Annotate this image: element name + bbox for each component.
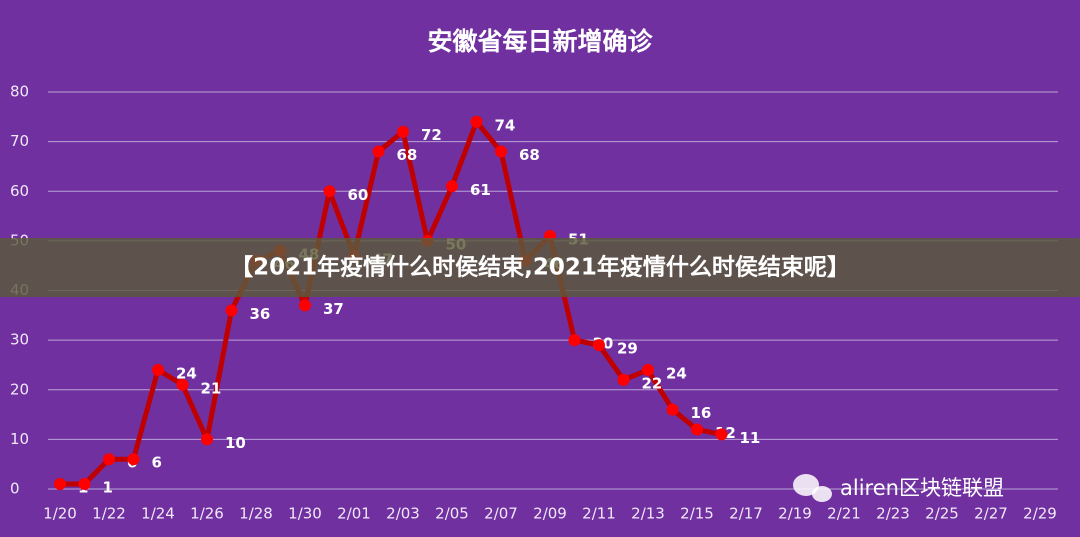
x-tick-label: 2/07 (484, 505, 518, 523)
point (103, 453, 115, 466)
point (54, 478, 66, 491)
point (323, 185, 336, 198)
x-tick-label: 1/30 (288, 505, 322, 523)
point (176, 378, 189, 391)
banner: 【2021年疫情什么时侯结束,2021年疫情什么时侯结束呢】 (230, 254, 850, 281)
data-label: 10 (225, 434, 246, 452)
data-label: 16 (691, 404, 712, 422)
y-tick-label: 10 (10, 430, 29, 448)
x-tick-label: 2/29 (1023, 505, 1057, 523)
data-label: 61 (470, 181, 491, 199)
x-tick-label: 2/15 (680, 505, 714, 523)
x-tick-label: 1/26 (190, 505, 224, 523)
y-tick-label: 70 (10, 132, 29, 150)
x-tick-label: 1/20 (43, 505, 77, 523)
x-tick-label: 2/01 (337, 505, 371, 523)
point (152, 363, 164, 376)
data-label: 29 (617, 340, 638, 358)
x-tick-label: 2/25 (925, 505, 959, 523)
point (372, 145, 385, 158)
data-label: 68 (397, 146, 418, 164)
x-tick-label: 1/22 (92, 505, 126, 523)
point (715, 428, 728, 441)
x-tick-label: 2/05 (435, 505, 469, 523)
point (568, 334, 581, 347)
watermark-icon (793, 474, 832, 502)
point (470, 115, 483, 128)
y-tick-label: 30 (10, 331, 29, 349)
x-tick-label: 2/09 (533, 505, 567, 523)
line (60, 119, 722, 487)
x-tick-label: 2/03 (386, 505, 420, 523)
x-tick-label: 2/19 (778, 505, 812, 523)
data-label: 24 (666, 364, 687, 382)
x-tick-label: 2/13 (631, 505, 665, 523)
x-tick-label: 2/17 (729, 505, 763, 523)
y-tick-label: 80 (10, 83, 29, 101)
chart-title: 安徽省每日新增确诊 (427, 27, 653, 56)
x-tick-label: 1/28 (239, 505, 273, 523)
data-label: 1 (103, 479, 113, 497)
point (201, 433, 213, 446)
data-label: 74 (495, 116, 516, 134)
data-label: 36 (250, 305, 271, 323)
y-tick-label: 60 (10, 182, 29, 200)
point (127, 453, 140, 466)
x-tick-label: 2/21 (827, 505, 861, 523)
data-label: 6 (152, 454, 162, 472)
point (225, 304, 238, 317)
y-tick-label: 20 (10, 380, 29, 398)
y-tick-label: 0 (10, 480, 20, 498)
point (691, 423, 703, 436)
point (446, 180, 458, 193)
x-tick-label: 2/27 (974, 505, 1008, 523)
point (78, 478, 91, 491)
x-tick-label: 1/24 (141, 505, 175, 523)
point (642, 363, 654, 376)
point (495, 145, 507, 158)
watermark: aliren区块链联盟 (840, 476, 1004, 500)
point (666, 403, 679, 416)
point (617, 373, 630, 386)
x-tick-label: 2/23 (876, 505, 910, 523)
data-label: 72 (421, 126, 442, 144)
data-label: 11 (740, 429, 761, 447)
data-label: 68 (519, 146, 540, 164)
data-label: 21 (201, 379, 222, 397)
data-label: 22 (642, 374, 663, 392)
data-label: 37 (323, 300, 344, 318)
banner-background (0, 238, 1080, 297)
point (593, 339, 605, 352)
data-label: 24 (176, 364, 197, 382)
x-tick-label: 2/11 (582, 505, 616, 523)
data-label: 60 (348, 186, 369, 204)
point (397, 125, 409, 138)
point (299, 299, 311, 312)
